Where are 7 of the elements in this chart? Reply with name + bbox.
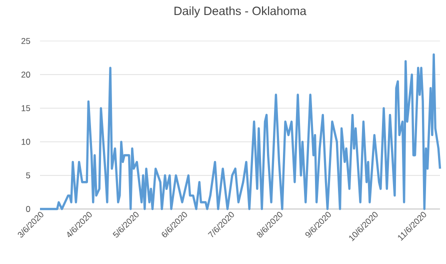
y-tick-label: 0 bbox=[26, 206, 30, 212]
y-tick-label: 25 bbox=[21, 38, 30, 44]
y-tick-label: 15 bbox=[22, 105, 30, 112]
y-tick-label: 5 bbox=[26, 172, 30, 178]
y-tick-label: 10 bbox=[22, 138, 30, 145]
y-tick-label: 20 bbox=[21, 72, 30, 78]
chart-title: Daily Deaths - Oklahoma bbox=[174, 6, 306, 18]
